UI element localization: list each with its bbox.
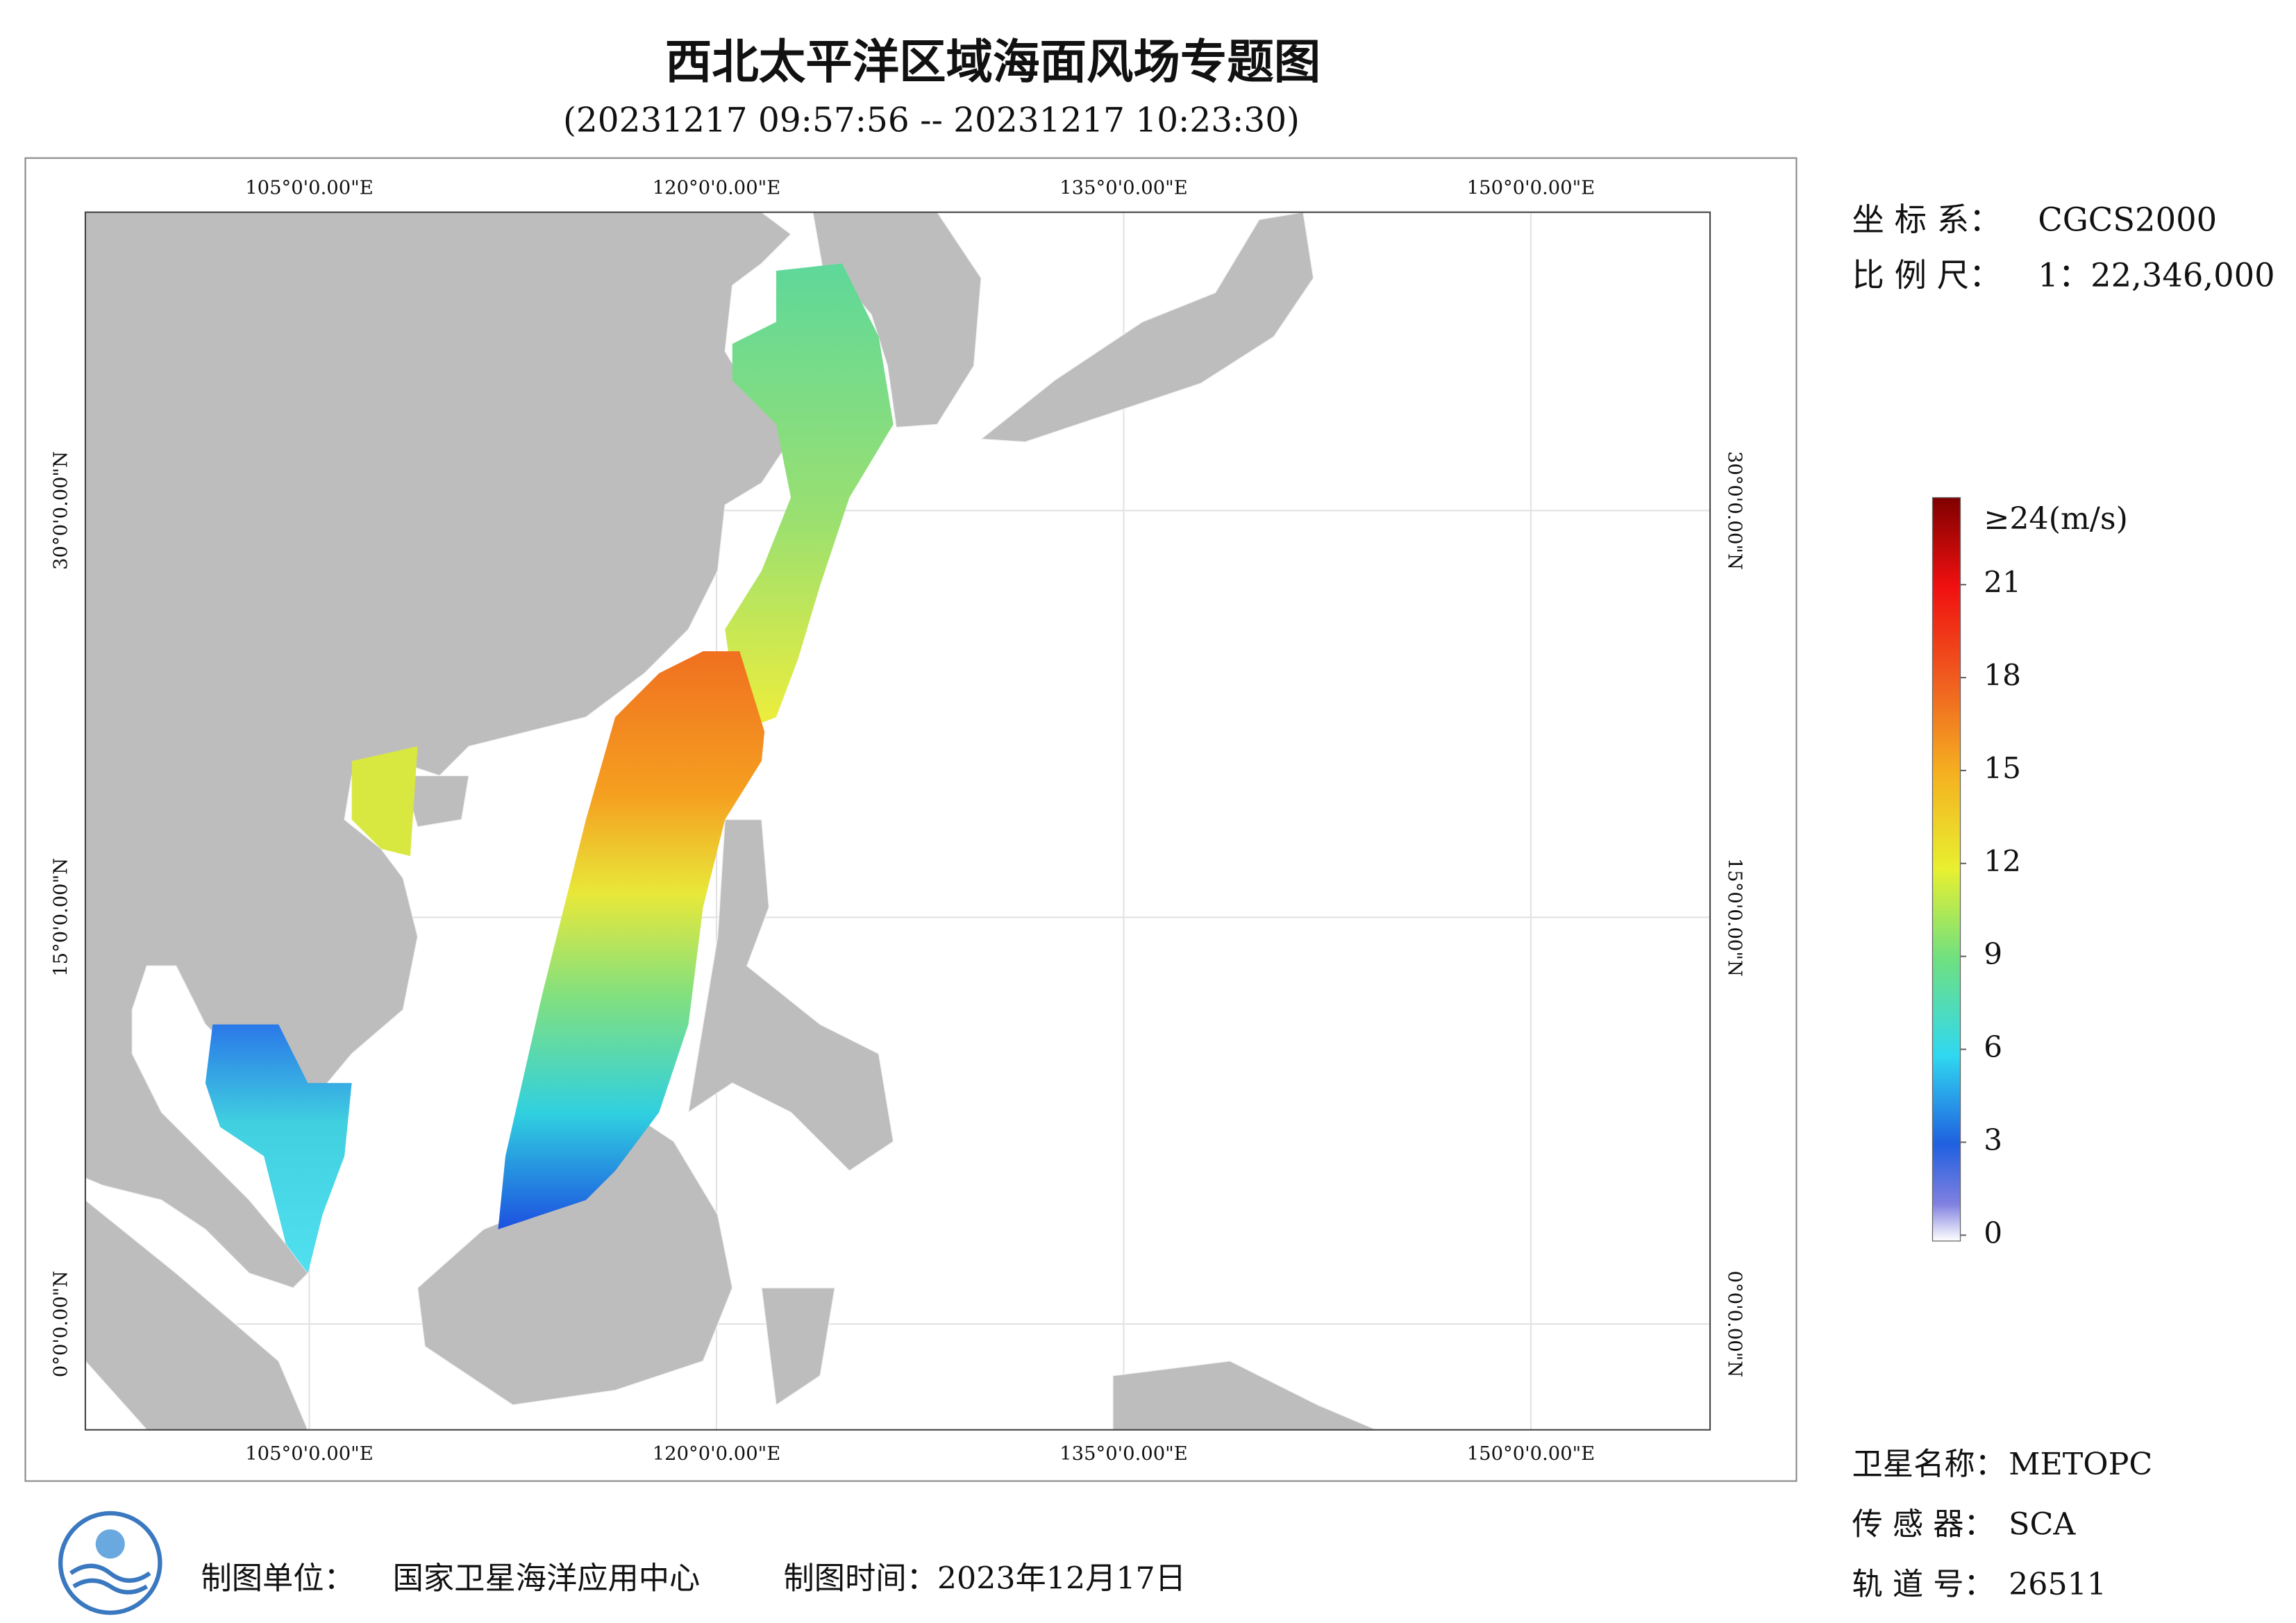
lat-label: 0°0'0.00"N [1723, 1271, 1745, 1378]
info: 坐 标 系： CGCS2000 比 例 尺： 1：22,346,000 卫星名称… [1852, 201, 2275, 1601]
map [84, 211, 1711, 1431]
title: 西北太平洋区域海面风场专题图 [665, 34, 1321, 89]
logo [58, 1511, 162, 1615]
crs: CGCS2000 [2038, 201, 2217, 238]
legend: ≥24(m/s) 21 18 15 12 9 6 3 0 [1932, 497, 2128, 1250]
legend-tick-label: 12 [1984, 844, 2021, 878]
lon-label: 105°0'0.00"E [245, 177, 374, 199]
legend-top-label: ≥24(m/s) [1984, 501, 2128, 537]
lat-label: 30°0'0.00"N [51, 451, 72, 570]
legend-tick-label: 0 [1984, 1216, 2002, 1250]
unit-label: 制图单位： [201, 1561, 354, 1596]
legend-tick-label: 21 [1984, 565, 2021, 599]
lon-label: 120°0'0.00"E [653, 1443, 781, 1465]
legend-tick-label: 6 [1984, 1030, 2002, 1064]
lon-label: 135°0'0.00"E [1059, 177, 1188, 199]
legend-tick-label: 9 [1984, 937, 2002, 971]
wind-swath-south [498, 651, 765, 1229]
scale: 1：22,346,000 [2038, 257, 2274, 294]
sensor: SCA [2009, 1506, 2076, 1542]
wind-swath-tonkin [351, 746, 418, 857]
legend-tick-label: 3 [1984, 1122, 2002, 1157]
color-bar [1932, 497, 1961, 1242]
lat-label: 15°0'0.00"N [1723, 858, 1745, 977]
new-guinea [1112, 1360, 1377, 1431]
satellite: METOPC [2009, 1447, 2152, 1482]
lat-label: 0°0'0.00"N [51, 1271, 72, 1378]
time: 制图时间：2023年12月17日 [784, 1561, 1186, 1596]
lon-label: 120°0'0.00"E [653, 177, 781, 199]
satellite-label: 卫星名称： [1852, 1447, 2006, 1482]
lon-label: 150°0'0.00"E [1467, 177, 1595, 199]
unit: 国家卫星海洋应用中心 [393, 1561, 701, 1596]
map-frame [84, 211, 1711, 1431]
scale-label: 比 例 尺： [1852, 257, 2002, 294]
japan [980, 211, 1314, 443]
subtitle: (20231217 09:57:56 -- 20231217 10:23:30) [563, 101, 1300, 140]
outer-frame [24, 157, 1798, 1482]
wind-swath-north [725, 263, 894, 732]
crs-label: 坐 标 系： [1852, 201, 2002, 238]
lon-label: 105°0'0.00"E [245, 1443, 374, 1465]
legend-tick-label: 15 [1984, 751, 2021, 785]
lat-label: 30°0'0.00"N [1723, 451, 1745, 570]
lon-label: 135°0'0.00"E [1059, 1443, 1188, 1465]
sulawesi [761, 1287, 836, 1406]
lon-label: 150°0'0.00"E [1467, 1443, 1595, 1465]
legend-tick-label: 18 [1984, 658, 2021, 692]
lat-label: 15°0'0.00"N [51, 858, 72, 977]
orbit: 26511 [2009, 1567, 2106, 1602]
sensor-label: 传 感 器： [1852, 1506, 1995, 1542]
philippines [687, 818, 894, 1172]
wind-swath-gulf [205, 1024, 352, 1274]
orbit-label: 轨 道 号： [1852, 1567, 1995, 1602]
